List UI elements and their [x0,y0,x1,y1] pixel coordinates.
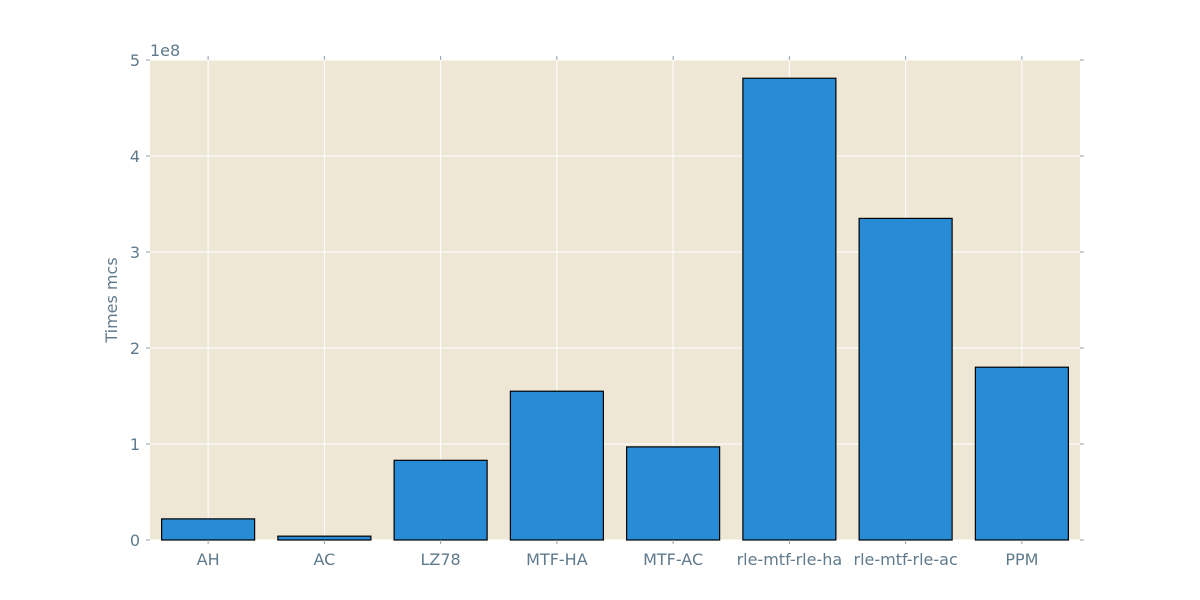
bar [626,446,721,541]
x-tick-labels: AH AC LZ78 MTF-HA MTF-AC rle-mtf-rle-ha rle-mt… [197,550,1039,569]
axis-ticks [146,56,1084,544]
x-tick-label: MTF-HA [526,550,588,569]
bars [161,77,1069,541]
y-tick-label: 3 [130,243,140,262]
y-axis-label: Times mcs [102,257,121,343]
bar [858,217,953,541]
x-tick-label: LZ78 [421,550,461,569]
y-tick-label: 4 [130,147,140,166]
y-tick-labels: 0 1 2 3 4 5 [130,51,140,550]
x-tick-label: AC [313,550,335,569]
y-tick-label: 2 [130,339,140,358]
bar [161,518,256,541]
x-tick-label: rle-mtf-rle-ac [853,550,957,569]
bar [277,535,372,541]
bar [509,390,604,541]
x-tick-label: rle-mtf-rle-ha [737,550,843,569]
y-tick-label: 5 [130,51,140,70]
y-tick-label: 1 [130,435,140,454]
y-axis-offset-label: 1e8 [150,41,180,60]
bar [393,459,488,541]
bar [974,366,1069,541]
y-tick-label: 0 [130,531,140,550]
bar [742,77,837,541]
x-tick-label: MTF-AC [643,550,703,569]
x-tick-label: PPM [1005,550,1038,569]
x-tick-label: AH [197,550,220,569]
